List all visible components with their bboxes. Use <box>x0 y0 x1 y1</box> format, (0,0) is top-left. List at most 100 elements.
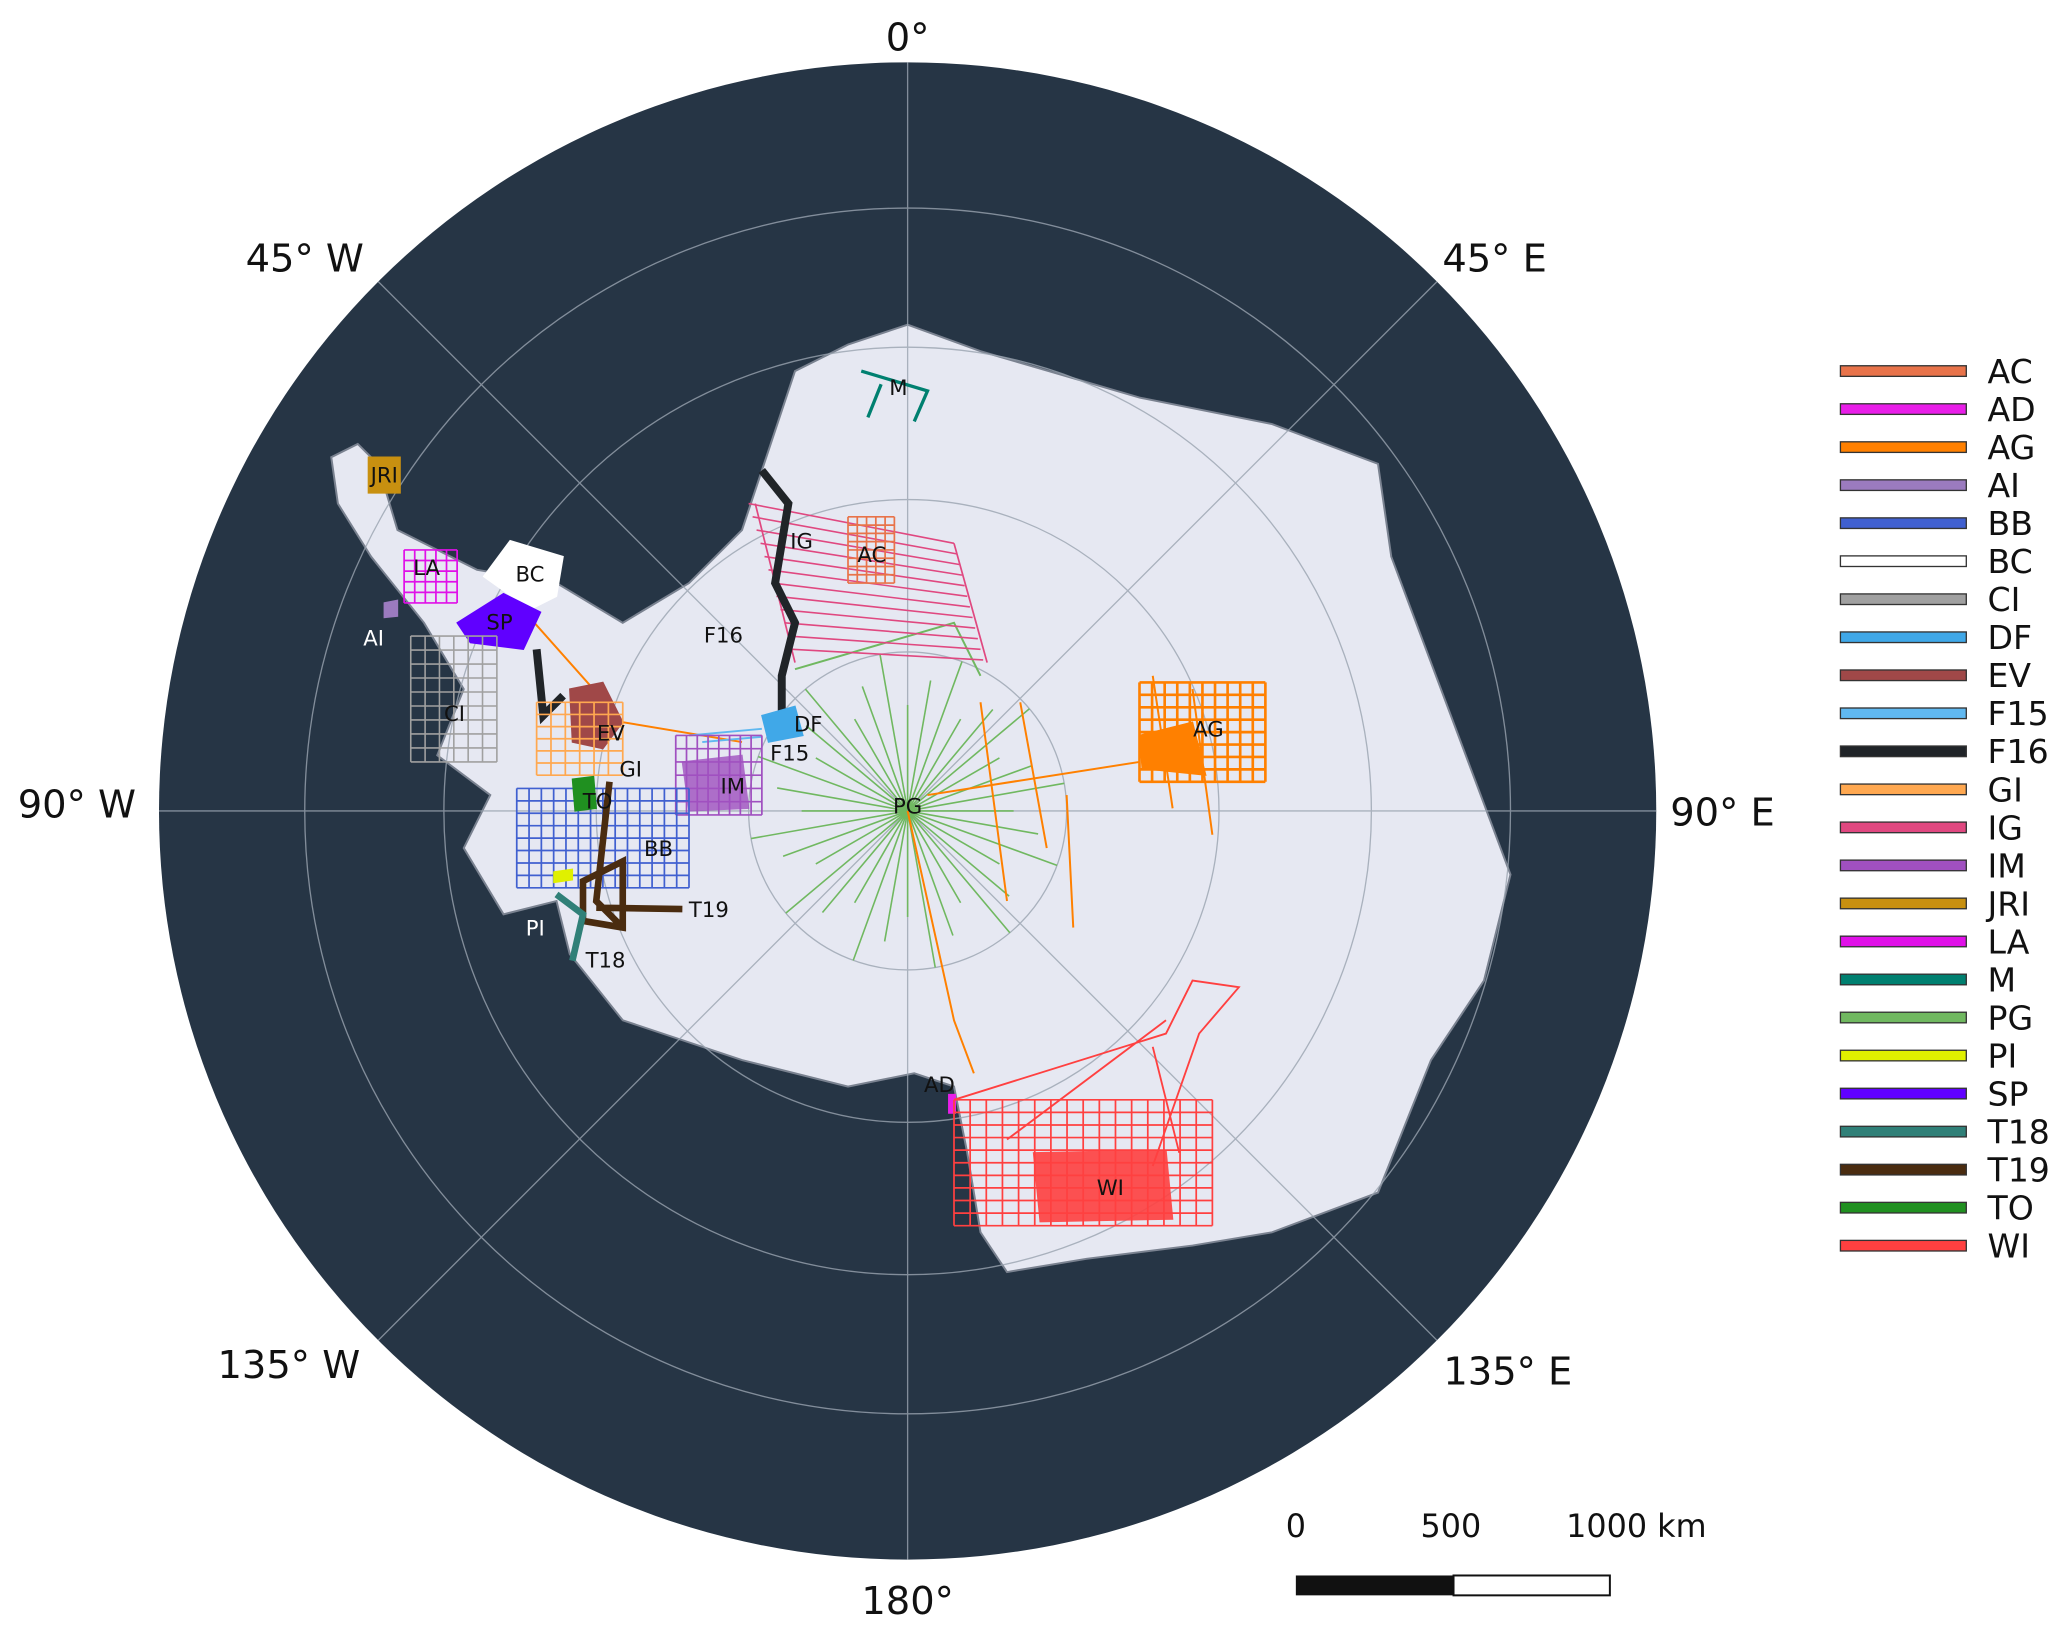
map-label-ci: CI <box>444 701 465 726</box>
map-label-ad: AD <box>924 1072 955 1097</box>
lon-label-135w: 135° W <box>217 1343 360 1388</box>
legend-swatch <box>1839 897 1967 910</box>
survey-track-wi <box>953 979 1241 1167</box>
legend-item-t19: T19 <box>1839 1151 2050 1190</box>
legend-item-df: DF <box>1839 618 2033 657</box>
survey-track-ev <box>569 681 624 750</box>
map-label-pi: PI <box>526 916 545 941</box>
meridian-line <box>377 810 909 1341</box>
survey-track-jri <box>367 456 401 494</box>
legend-swatch <box>1839 783 1967 796</box>
lon-label-135e: 135° E <box>1443 1350 1572 1395</box>
map-label-sp: SP <box>486 609 512 634</box>
legend-item-ac: AC <box>1839 352 2033 391</box>
map-label-f16: F16 <box>704 623 743 648</box>
legend-label: IM <box>1988 846 2026 885</box>
meridian-line <box>907 281 1438 812</box>
map-label-m: M <box>889 375 907 400</box>
legend-item-bc: BC <box>1839 542 2033 581</box>
legend-label: LA <box>1988 922 2030 961</box>
survey-track-la <box>403 549 458 604</box>
map-label-ac: AC <box>857 542 886 567</box>
legend-label: M <box>1988 960 2017 999</box>
legend-item-im: IM <box>1839 846 2026 885</box>
legend-item-sp: SP <box>1839 1075 2029 1114</box>
survey-track-im <box>681 754 750 812</box>
lon-label-45w: 45° W <box>246 237 364 282</box>
legend-swatch <box>1839 821 1967 834</box>
map-label-ag: AG <box>1193 717 1224 742</box>
survey-track-m <box>860 369 930 423</box>
legend-label: JRI <box>1986 884 2031 923</box>
legend-label: BC <box>1988 542 2033 581</box>
survey-track-gi <box>535 701 624 777</box>
legend-swatch <box>1839 973 1967 986</box>
legend-swatch <box>1839 1011 1967 1024</box>
survey-track-wi <box>1032 1149 1174 1223</box>
meridian-line <box>907 810 1438 1341</box>
legend-item-ag: AG <box>1839 428 2035 467</box>
legend-item-bb: BB <box>1839 504 2033 543</box>
map-frame: AC AD AG AI BB BC CI DF EV F15 F16 GI IG IM JRI LA M PG PI… <box>159 62 1657 1560</box>
legend-item-pg: PG <box>1839 998 2034 1037</box>
legend-swatch <box>1839 441 1967 454</box>
legend-swatch <box>1839 1087 1967 1100</box>
legend-item-f16: F16 <box>1839 732 2049 771</box>
scale-bar: 0 500 1000 km <box>1286 1508 1707 1597</box>
legend-swatch <box>1839 935 1967 948</box>
meridian-line <box>377 281 909 812</box>
legend-label: IG <box>1988 808 2023 847</box>
legend-swatch <box>1839 1049 1967 1062</box>
map-label-bb: BB <box>644 836 673 861</box>
legend-item-ai: AI <box>1839 466 2020 505</box>
legend-item-f15: F15 <box>1839 694 2049 733</box>
survey-track-t18 <box>554 891 587 962</box>
lon-label-90w: 90° W <box>18 783 136 828</box>
scale-tick-500: 500 <box>1421 1508 1482 1545</box>
scale-tick-1000: 1000 km <box>1566 1508 1706 1545</box>
legend-item-to: TO <box>1839 1189 2034 1228</box>
legend-item-ad: AD <box>1839 390 2036 429</box>
survey-track-pg <box>750 654 1065 968</box>
legend-item-ig: IG <box>1839 808 2023 847</box>
survey-track-to <box>571 775 597 812</box>
legend-label: DF <box>1988 618 2033 657</box>
legend-label: WI <box>1988 1227 2031 1266</box>
legend-swatch <box>1839 593 1967 606</box>
map-label-t18: T18 <box>585 947 626 972</box>
legend-label: SP <box>1988 1075 2029 1114</box>
legend-swatch <box>1839 745 1967 758</box>
legend-swatch <box>1839 1125 1967 1138</box>
legend-swatch <box>1839 1163 1967 1176</box>
legend-swatch <box>1839 631 1967 644</box>
legend-swatch <box>1839 365 1967 378</box>
map-label-pg: PG <box>893 794 922 819</box>
survey-labels: AC AD AG AI BB BC CI DF EV F15 F16 GI IG IM JRI LA M PG PI… <box>363 375 1223 1200</box>
lon-label-45e: 45° E <box>1442 237 1547 282</box>
legend-label: AD <box>1988 390 2036 429</box>
survey-track-t19 <box>579 781 683 932</box>
legend-label: TO <box>1987 1189 2034 1228</box>
legend-label: PI <box>1988 1036 2018 1075</box>
legend-label: T19 <box>1987 1151 2050 1190</box>
legend-item-t18: T18 <box>1839 1113 2050 1152</box>
legend-label: PG <box>1988 998 2034 1037</box>
legend-item-wi: WI <box>1839 1227 2031 1266</box>
legend-item-gi: GI <box>1839 770 2023 809</box>
legend-label: BB <box>1988 504 2033 543</box>
legend-item-m: M <box>1839 960 2017 999</box>
legend-label: EV <box>1988 656 2032 695</box>
map-label-f15: F15 <box>770 741 809 766</box>
map-label-ai: AI <box>363 625 384 650</box>
legend-label: T18 <box>1987 1113 2050 1152</box>
survey-tracks <box>367 369 1267 1227</box>
legend-label: GI <box>1988 770 2023 809</box>
survey-track-pi <box>553 868 574 884</box>
legend-swatch <box>1839 403 1967 416</box>
legend-label: F16 <box>1988 732 2049 771</box>
lon-label-90e: 90° E <box>1670 791 1775 836</box>
map-label-ev: EV <box>597 721 625 746</box>
legend-swatch <box>1839 1201 1967 1214</box>
legend-swatch <box>1839 479 1967 492</box>
